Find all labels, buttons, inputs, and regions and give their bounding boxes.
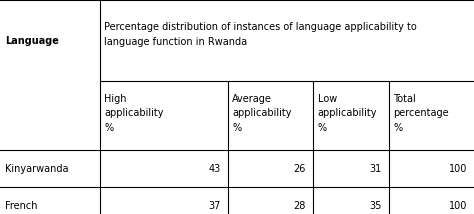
Text: 100: 100 (448, 163, 467, 174)
Text: Low
applicability
%: Low applicability % (318, 94, 377, 133)
Text: French: French (5, 201, 37, 211)
Text: 37: 37 (208, 201, 220, 211)
Text: Percentage distribution of instances of language applicability to
language funct: Percentage distribution of instances of … (104, 22, 417, 47)
Text: Kinyarwanda: Kinyarwanda (5, 163, 68, 174)
Text: 31: 31 (369, 163, 382, 174)
Text: 35: 35 (369, 201, 382, 211)
Text: Average
applicability
%: Average applicability % (232, 94, 292, 133)
Text: 26: 26 (293, 163, 306, 174)
Text: 28: 28 (293, 201, 306, 211)
Text: Language: Language (5, 36, 59, 46)
Text: Total
percentage
%: Total percentage % (393, 94, 449, 133)
Text: 100: 100 (448, 201, 467, 211)
Text: High
applicability
%: High applicability % (104, 94, 164, 133)
Text: 43: 43 (208, 163, 220, 174)
